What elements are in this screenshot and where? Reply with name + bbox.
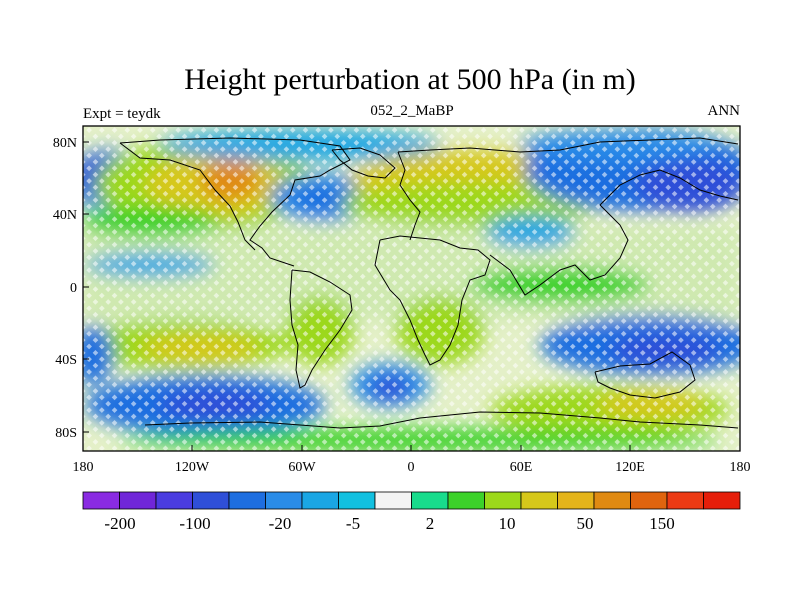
- colorbar: -200 -100 -20 -5 2 10 50 150: [82, 491, 741, 533]
- colorbar-label: -5: [346, 514, 360, 533]
- colorbar-swatch: [374, 491, 412, 510]
- coastline-australia: [594, 351, 696, 399]
- colorbar-swatch: [447, 491, 485, 510]
- colorbar-label: 50: [577, 514, 594, 533]
- colorbar-swatch: [155, 491, 193, 510]
- x-tick-label: 120W: [175, 460, 210, 475]
- colorbar-swatch: [520, 491, 558, 510]
- x-tick-label: 120E: [615, 460, 645, 475]
- colorbar-swatch: [228, 491, 266, 510]
- season-label: ANN: [708, 103, 741, 119]
- map-panel: [83, 126, 740, 451]
- y-tick-label: 80N: [53, 136, 77, 151]
- y-tick-label: 80S: [55, 426, 77, 441]
- y-tick-label: 40N: [53, 208, 77, 223]
- colorbar-label: -200: [104, 514, 135, 533]
- center-label: 052_2_MaBP: [370, 103, 453, 119]
- colorbar-label: 2: [426, 514, 435, 533]
- colorbar-swatch: [411, 491, 449, 510]
- colorbar-label: 150: [649, 514, 675, 533]
- colorbar-swatch: [484, 491, 522, 510]
- coastline-na-west: [119, 142, 256, 251]
- x-tick-label: 180: [730, 460, 751, 475]
- coastline-eurasia-north: [397, 137, 739, 153]
- x-tick-label: 60W: [288, 460, 316, 475]
- coastline-south-america: [289, 269, 353, 389]
- colorbar-label: -100: [179, 514, 210, 533]
- colorbar-swatch: [265, 491, 303, 510]
- colorbar-swatch: [119, 491, 157, 510]
- coastline-asia-south: [489, 204, 629, 296]
- axis-ticks: 180 120W 60W 0 60E 120E 180 80N 40N 0 40S 80S: [53, 136, 751, 475]
- colorbar-label: 10: [499, 514, 516, 533]
- x-tick-label: 180: [73, 460, 94, 475]
- colorbar-swatch: [338, 491, 376, 510]
- coastline-europe: [397, 151, 421, 241]
- colorbar-swatch: [593, 491, 631, 510]
- colorbar-swatch: [703, 491, 741, 510]
- colorbar-swatch: [630, 491, 668, 510]
- experiment-label: Expt = teydk: [83, 106, 161, 122]
- coastline-africa: [374, 235, 491, 366]
- coastline-antarctica: [144, 411, 739, 429]
- figure-title: Height perturbation at 500 hPa (in m): [184, 63, 636, 96]
- colorbar-swatch: [82, 491, 120, 510]
- y-tick-label: 40S: [55, 353, 77, 368]
- coastlines: [119, 137, 739, 429]
- colorbar-swatch: [301, 491, 339, 510]
- x-tick-label: 0: [408, 460, 415, 475]
- colorbar-swatch: [192, 491, 230, 510]
- y-tick-label: 0: [70, 281, 77, 296]
- coastline-east-asia: [599, 169, 739, 206]
- x-tick-label: 60E: [510, 460, 533, 475]
- coastline-greenland: [331, 147, 396, 179]
- colorbar-swatch: [666, 491, 704, 510]
- colorbar-label: -20: [269, 514, 292, 533]
- colorbar-swatch: [557, 491, 595, 510]
- coastline-north-america: [119, 137, 351, 267]
